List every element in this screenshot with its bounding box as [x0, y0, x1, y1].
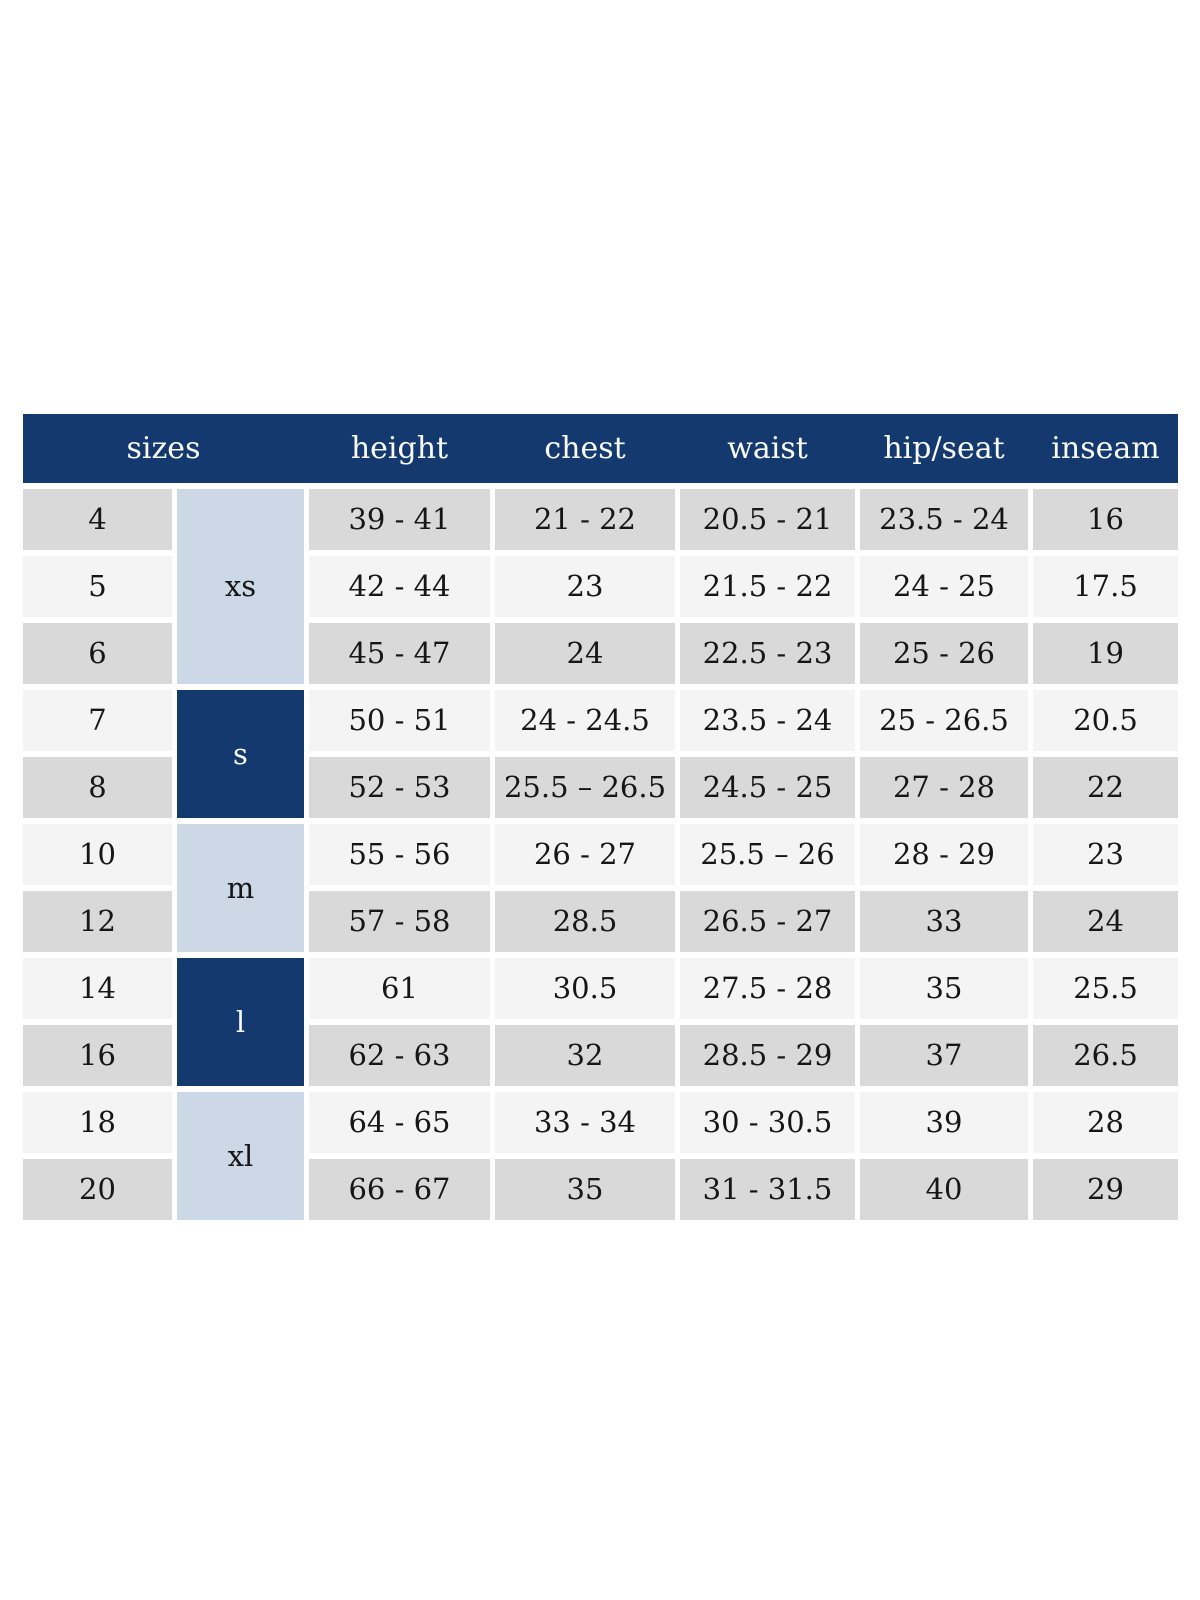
size-cell: 14	[23, 958, 172, 1019]
size-group-cell-xs: xs	[177, 489, 304, 684]
table-header-row: sizes height chest waist hip/seat inseam	[23, 414, 1178, 483]
measurement-cell-inseam: 28	[1033, 1092, 1178, 1153]
column-header-height: height	[350, 430, 449, 466]
measurement-cell-inseam: 25.5	[1033, 958, 1178, 1019]
column-header-hip-seat: hip/seat	[883, 430, 1005, 466]
measurement-cell-chest: 30.5	[495, 958, 675, 1019]
size-chart-table: sizes height chest waist hip/seat inseam…	[23, 414, 1178, 1220]
measurement-cell-height: 45 - 47	[309, 623, 490, 684]
size-cell: 4	[23, 489, 172, 550]
measurement-cell-hip_seat: 24 - 25	[860, 556, 1028, 617]
measurement-cell-height: 39 - 41	[309, 489, 490, 550]
size-group-cell-xl: xl	[177, 1092, 304, 1220]
measurement-cell-waist: 30 - 30.5	[680, 1092, 855, 1153]
measurement-cell-waist: 31 - 31.5	[680, 1159, 855, 1220]
measurement-cell-waist: 28.5 - 29	[680, 1025, 855, 1086]
measurement-cell-height: 62 - 63	[309, 1025, 490, 1086]
measurement-cell-chest: 26 - 27	[495, 824, 675, 885]
size-cell: 18	[23, 1092, 172, 1153]
measurement-cell-inseam: 26.5	[1033, 1025, 1178, 1086]
measurement-cell-hip_seat: 35	[860, 958, 1028, 1019]
measurement-cell-chest: 21 - 22	[495, 489, 675, 550]
column-header-chest: chest	[544, 430, 626, 466]
measurement-cell-waist: 23.5 - 24	[680, 690, 855, 751]
size-cell: 8	[23, 757, 172, 818]
measurement-cell-waist: 27.5 - 28	[680, 958, 855, 1019]
measurement-cell-inseam: 22	[1033, 757, 1178, 818]
size-cell: 12	[23, 891, 172, 952]
measurement-cell-height: 61	[309, 958, 490, 1019]
measurement-cell-hip_seat: 23.5 - 24	[860, 489, 1028, 550]
size-group-cell-l: l	[177, 958, 304, 1086]
size-cell: 5	[23, 556, 172, 617]
measurement-cell-hip_seat: 27 - 28	[860, 757, 1028, 818]
measurement-cell-chest: 25.5 – 26.5	[495, 757, 675, 818]
column-header-inseam: inseam	[1051, 430, 1160, 466]
size-group-cell-s: s	[177, 690, 304, 818]
measurement-cell-height: 55 - 56	[309, 824, 490, 885]
measurement-cell-waist: 20.5 - 21	[680, 489, 855, 550]
measurement-cell-inseam: 17.5	[1033, 556, 1178, 617]
size-group-cell-m: m	[177, 824, 304, 952]
measurement-cell-waist: 22.5 - 23	[680, 623, 855, 684]
measurement-cell-hip_seat: 39	[860, 1092, 1028, 1153]
measurement-cell-inseam: 19	[1033, 623, 1178, 684]
measurement-cell-chest: 24 - 24.5	[495, 690, 675, 751]
measurement-cell-hip_seat: 25 - 26	[860, 623, 1028, 684]
measurement-cell-inseam: 24	[1033, 891, 1178, 952]
measurement-cell-chest: 24	[495, 623, 675, 684]
measurement-cell-inseam: 29	[1033, 1159, 1178, 1220]
measurement-cell-height: 57 - 58	[309, 891, 490, 952]
measurement-cell-chest: 28.5	[495, 891, 675, 952]
size-cell: 6	[23, 623, 172, 684]
measurement-cell-height: 64 - 65	[309, 1092, 490, 1153]
measurement-cell-height: 52 - 53	[309, 757, 490, 818]
measurement-cell-height: 66 - 67	[309, 1159, 490, 1220]
size-cell: 10	[23, 824, 172, 885]
measurement-cell-waist: 26.5 - 27	[680, 891, 855, 952]
measurement-cell-hip_seat: 37	[860, 1025, 1028, 1086]
measurement-cell-inseam: 23	[1033, 824, 1178, 885]
measurement-cell-height: 42 - 44	[309, 556, 490, 617]
measurement-cell-inseam: 16	[1033, 489, 1178, 550]
measurement-cell-hip_seat: 25 - 26.5	[860, 690, 1028, 751]
measurement-cell-chest: 35	[495, 1159, 675, 1220]
measurement-cell-chest: 23	[495, 556, 675, 617]
measurement-cell-hip_seat: 28 - 29	[860, 824, 1028, 885]
measurement-cell-hip_seat: 40	[860, 1159, 1028, 1220]
measurement-cell-waist: 21.5 - 22	[680, 556, 855, 617]
measurement-cell-waist: 24.5 - 25	[680, 757, 855, 818]
measurement-cell-hip_seat: 33	[860, 891, 1028, 952]
size-cell: 16	[23, 1025, 172, 1086]
measurement-cell-waist: 25.5 – 26	[680, 824, 855, 885]
measurement-cell-chest: 32	[495, 1025, 675, 1086]
measurement-cell-inseam: 20.5	[1033, 690, 1178, 751]
measurement-cell-chest: 33 - 34	[495, 1092, 675, 1153]
measurement-cell-height: 50 - 51	[309, 690, 490, 751]
column-header-sizes: sizes	[126, 430, 201, 466]
column-header-waist: waist	[727, 430, 808, 466]
size-cell: 20	[23, 1159, 172, 1220]
size-cell: 7	[23, 690, 172, 751]
